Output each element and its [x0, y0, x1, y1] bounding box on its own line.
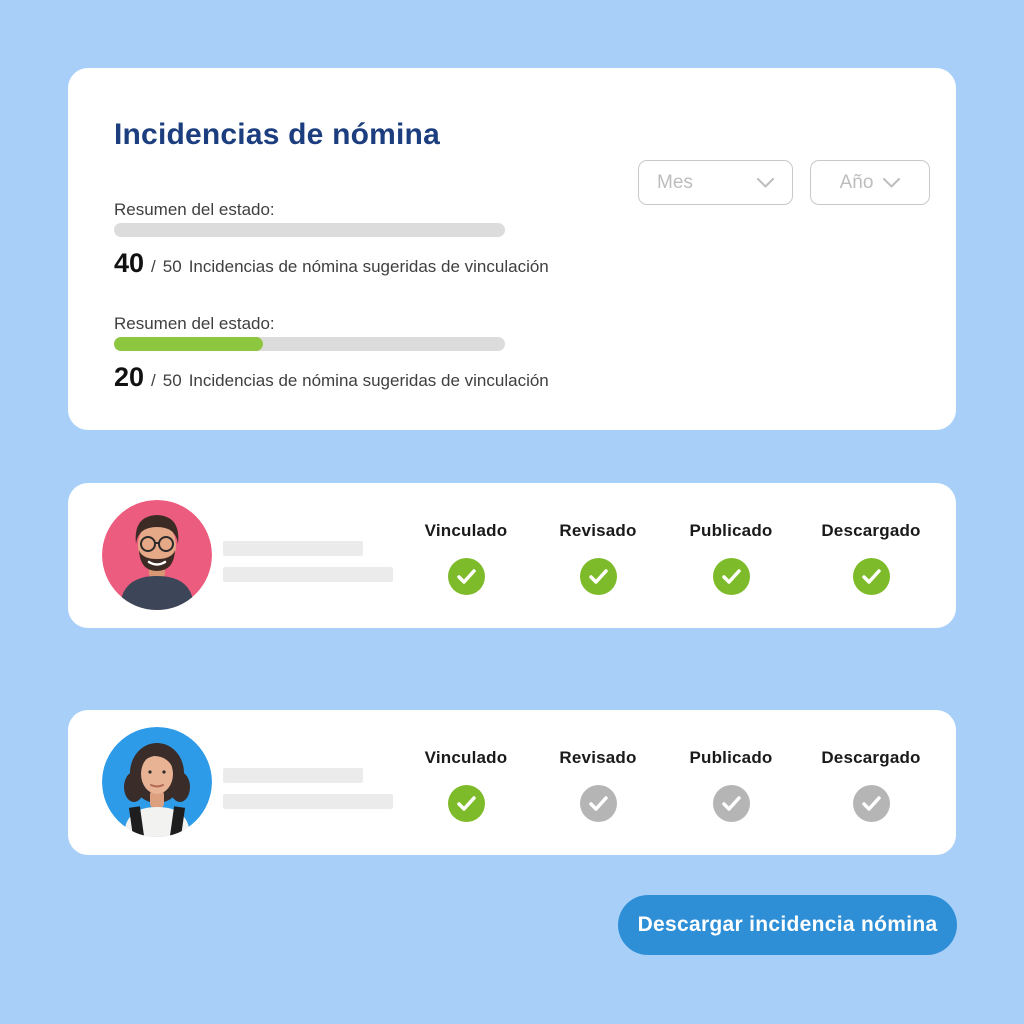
status-label: Vinculado	[424, 748, 508, 767]
check-icon	[852, 558, 890, 595]
employee-row: Vinculado Revisado Publicado Descargado	[68, 710, 956, 855]
progress-bar	[114, 337, 505, 351]
progress-bar	[114, 223, 505, 237]
check-icon	[712, 558, 750, 595]
chevron-down-icon	[757, 177, 774, 187]
progress-count: 20	[114, 362, 145, 392]
status-column-descargado: Descargado	[805, 710, 937, 855]
chevron-down-icon	[883, 177, 901, 187]
avatar-female	[102, 727, 212, 837]
progress-total: 50	[162, 371, 182, 390]
status-label: Descargado	[821, 521, 921, 540]
progress-description: Incidencias de nómina sugeridas de vincu…	[188, 371, 549, 390]
check-icon	[579, 558, 617, 595]
page-title: Incidencias de nómina	[114, 118, 440, 151]
status-column-publicado: Publicado	[665, 710, 797, 855]
placeholder-line	[223, 794, 393, 809]
progress-label: Resumen del estado:	[114, 314, 275, 333]
check-icon	[447, 558, 485, 595]
year-select[interactable]: Año	[810, 160, 930, 205]
check-icon	[852, 785, 890, 822]
status-column-revisado: Revisado	[532, 483, 664, 628]
placeholder-line	[223, 768, 363, 783]
progress-label: Resumen del estado:	[114, 200, 275, 219]
employee-row: Vinculado Revisado Publicado Descargado	[68, 483, 956, 628]
placeholder-line	[223, 567, 393, 582]
payroll-summary-card: Incidencias de nómina Mes Año Resumen de…	[68, 68, 956, 430]
progress-count: 40	[114, 248, 145, 278]
placeholder-line	[223, 541, 363, 556]
progress-description: Incidencias de nómina sugeridas de vincu…	[188, 257, 549, 276]
year-select-value: Año	[839, 171, 874, 193]
progress-separator: /	[151, 371, 156, 390]
status-column-publicado: Publicado	[665, 483, 797, 628]
avatar-male	[102, 500, 212, 610]
status-label: Descargado	[821, 748, 921, 767]
month-select-value: Mes	[657, 171, 693, 193]
check-icon	[712, 785, 750, 822]
status-column-descargado: Descargado	[805, 483, 937, 628]
check-icon	[447, 785, 485, 822]
status-column-vinculado: Vinculado	[400, 483, 532, 628]
status-label: Publicado	[689, 748, 773, 767]
download-payroll-button[interactable]: Descargar incidencia nómina	[618, 895, 957, 955]
progress-count-line: 40 / 50 Incidencias de nómina sugeridas …	[114, 248, 549, 279]
status-label: Revisado	[559, 521, 637, 540]
status-label: Revisado	[559, 748, 637, 767]
progress-separator: /	[151, 257, 156, 276]
status-column-vinculado: Vinculado	[400, 710, 532, 855]
status-label: Vinculado	[424, 521, 508, 540]
month-select[interactable]: Mes	[638, 160, 793, 205]
progress-count-line: 20 / 50 Incidencias de nómina sugeridas …	[114, 362, 549, 393]
progress-total: 50	[162, 257, 182, 276]
progress-fill	[114, 337, 263, 351]
status-label: Publicado	[689, 521, 773, 540]
status-column-revisado: Revisado	[532, 710, 664, 855]
check-icon	[579, 785, 617, 822]
